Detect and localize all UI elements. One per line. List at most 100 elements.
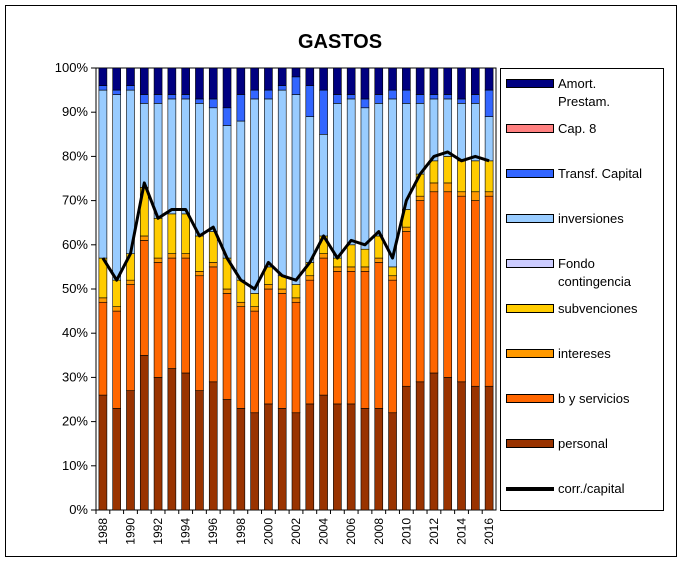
- bar-segment: [429, 98, 439, 162]
- bar-segment: [333, 271, 342, 405]
- legend-label: b y servicios: [558, 391, 630, 406]
- bar-segment: [250, 412, 259, 511]
- legend-swatch: [506, 439, 554, 448]
- bar-segment: [153, 257, 163, 263]
- legend-entry: Cap. 8: [506, 120, 644, 138]
- bar-segment: [471, 191, 480, 201]
- bar-segment: [195, 271, 204, 277]
- bar-segment: [471, 94, 480, 104]
- bar-segment: [181, 98, 190, 215]
- bar-segment: [346, 98, 356, 246]
- bar-segment: [415, 195, 425, 201]
- bar-segment: [484, 89, 494, 117]
- x-tick-label: 2006: [344, 518, 358, 545]
- y-tick-label: 70%: [62, 193, 88, 208]
- bar-segment: [360, 408, 370, 511]
- bar-segment: [195, 103, 204, 237]
- legend-swatch: [506, 259, 554, 268]
- bar-segment: [374, 67, 384, 95]
- bar-segment: [195, 98, 204, 104]
- bar-segment: [98, 67, 108, 86]
- bar-segment: [402, 226, 411, 232]
- bar-segment: [222, 107, 232, 126]
- bar-segment: [236, 67, 246, 95]
- bar-segment: [195, 235, 204, 272]
- bar-segment: [236, 94, 246, 122]
- y-tick-label: 90%: [62, 104, 88, 119]
- legend-label: subvenciones: [558, 301, 638, 316]
- bar-segment: [195, 275, 204, 391]
- bar-segment: [484, 160, 494, 193]
- bar-segment: [264, 284, 273, 290]
- legend-label: Cap. 8: [558, 121, 597, 136]
- x-tick-label: 1998: [234, 518, 248, 545]
- bar-segment: [264, 89, 273, 100]
- bar-segment: [443, 191, 453, 378]
- bar-segment: [277, 408, 287, 511]
- bar-segment: [374, 408, 384, 511]
- bar-segment: [305, 67, 315, 86]
- bar-segment: [305, 85, 315, 117]
- bar-segment: [374, 94, 384, 104]
- bar-segment: [167, 368, 177, 511]
- bar-segment: [195, 390, 204, 511]
- bar-segment: [415, 94, 425, 104]
- x-tick-label: 2002: [289, 518, 303, 545]
- bar-segment: [222, 399, 232, 511]
- bar-segment: [139, 354, 149, 511]
- bar-segment: [457, 160, 466, 193]
- bar-segment: [388, 89, 397, 100]
- y-tick-label: 30%: [62, 369, 88, 384]
- bar-segment: [167, 98, 177, 215]
- bar-segment: [319, 89, 328, 135]
- bar-segment: [222, 293, 232, 400]
- bar-segment: [429, 94, 439, 100]
- bar-segment: [277, 293, 287, 409]
- bar-segment: [222, 125, 232, 259]
- bar-segment: [333, 403, 342, 511]
- bar-segment: [112, 279, 121, 307]
- x-tick-label: 2000: [261, 518, 275, 545]
- x-tick-label: 2014: [455, 518, 469, 545]
- bar-segment: [264, 67, 273, 91]
- bar-segment: [167, 67, 177, 95]
- bar-segment: [98, 85, 108, 91]
- bar-segment: [291, 301, 301, 414]
- x-tick-label: 2008: [372, 518, 386, 545]
- bar-segment: [126, 279, 135, 285]
- bar-segment: [208, 266, 218, 383]
- bar-segment: [167, 213, 177, 254]
- bar-segment: [471, 103, 480, 162]
- legend-entry: Transf. Capital: [506, 165, 644, 183]
- x-tick-label: 1994: [179, 518, 193, 545]
- y-tick-label: 80%: [62, 148, 88, 163]
- x-tick-label: 2012: [427, 518, 441, 545]
- bar-segment: [181, 94, 190, 100]
- bar-segment: [443, 94, 453, 100]
- bar-segment: [319, 253, 328, 259]
- legend-entry: intereses: [506, 345, 644, 363]
- legend-swatch: [506, 124, 554, 133]
- bar-segment: [484, 191, 494, 197]
- bar-segment: [457, 191, 466, 197]
- bar-segment: [333, 94, 342, 104]
- bar-segment: [264, 288, 273, 405]
- bar-segment: [360, 107, 370, 250]
- bar-segment: [195, 67, 204, 100]
- bar-segment: [305, 279, 315, 405]
- bar-segment: [305, 116, 315, 263]
- bar-segment: [277, 85, 287, 91]
- bar-segment: [484, 67, 494, 91]
- bar-segment: [208, 98, 218, 109]
- bar-segment: [112, 310, 121, 409]
- bar-segment: [264, 403, 273, 511]
- bar-segment: [208, 262, 218, 268]
- bar-segment: [222, 288, 232, 294]
- bar-segment: [112, 408, 121, 511]
- y-tick-label: 0%: [69, 502, 88, 517]
- bar-segment: [98, 301, 108, 396]
- legend-entry: corr./capital: [506, 480, 658, 498]
- legend-entry: personal: [506, 435, 644, 453]
- bar-segment: [98, 394, 108, 511]
